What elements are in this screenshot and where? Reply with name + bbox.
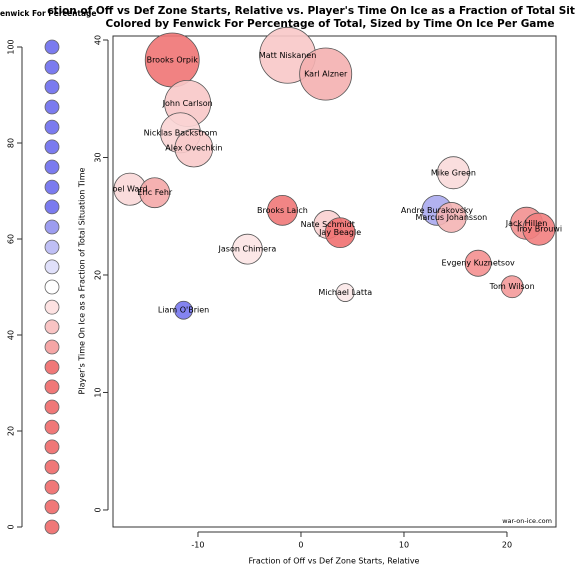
bubble bbox=[174, 300, 193, 320]
legend-swatch bbox=[44, 119, 60, 135]
chart-subtitle: Colored by Fenwick For Percentage of Tot… bbox=[106, 18, 555, 30]
legend-swatch bbox=[44, 339, 60, 355]
bubble bbox=[324, 217, 356, 249]
legend-swatch bbox=[44, 459, 60, 475]
legend-swatch bbox=[44, 139, 60, 155]
legend-swatch bbox=[44, 279, 60, 295]
point-label: Jack Hillen bbox=[505, 219, 548, 228]
legend-swatch bbox=[44, 299, 60, 315]
chart-title: ction of Off vs Def Zone Starts, Relativ… bbox=[47, 5, 575, 17]
point-label: Evgeny Kuznetsov bbox=[442, 259, 515, 268]
point-label: Tom Wilson bbox=[489, 282, 535, 291]
x-tick-label: 0 bbox=[298, 541, 303, 550]
x-tick-label: -10 bbox=[191, 541, 204, 550]
legend-swatch bbox=[44, 519, 60, 535]
y-tick-label: 30 bbox=[94, 152, 103, 162]
point-label: Liam O'Brien bbox=[158, 306, 209, 315]
legend-swatch bbox=[44, 39, 60, 55]
legend-swatch bbox=[44, 399, 60, 415]
bubble bbox=[335, 283, 355, 302]
legend-swatch bbox=[44, 179, 60, 195]
bubble bbox=[174, 128, 214, 168]
point-label: Jay Beagle bbox=[318, 228, 361, 237]
legend-swatch bbox=[44, 159, 60, 175]
point-label: Nate Schmidt bbox=[301, 220, 355, 229]
point-label: John Carlson bbox=[162, 99, 213, 108]
point-label: Nicklas Backstrom bbox=[144, 128, 218, 137]
legend-swatch bbox=[44, 219, 60, 235]
bubble bbox=[522, 212, 556, 246]
point-label: Brooks Orpik bbox=[147, 55, 199, 64]
bubble bbox=[299, 47, 353, 101]
bubble bbox=[435, 202, 467, 233]
point-label: Matt Niskanen bbox=[259, 51, 316, 60]
legend-tick-label: 60 bbox=[7, 234, 16, 244]
legend-tick-label: 40 bbox=[7, 330, 16, 340]
y-tick-label: 20 bbox=[94, 270, 103, 280]
legend-swatch bbox=[44, 479, 60, 495]
point-label: Brooks Laich bbox=[257, 206, 308, 215]
legend-swatch bbox=[44, 259, 60, 275]
watermark: war-on-ice.com bbox=[502, 517, 552, 525]
x-tick-label: 10 bbox=[399, 541, 409, 550]
y-tick-label: 0 bbox=[94, 507, 103, 512]
legend-tick-label: 20 bbox=[7, 426, 16, 436]
bubble bbox=[139, 177, 171, 209]
point-label: Karl Alzner bbox=[304, 70, 348, 79]
y-axis-label: Player's Time On Ice as a Fraction of To… bbox=[78, 167, 87, 394]
legend-swatch bbox=[44, 419, 60, 435]
bubble bbox=[500, 275, 524, 299]
legend-swatch bbox=[44, 199, 60, 215]
point-label: Marcus Johansson bbox=[416, 213, 488, 222]
legend-swatch bbox=[44, 439, 60, 455]
legend-tick-label: 100 bbox=[7, 39, 16, 54]
legend-swatch bbox=[44, 319, 60, 335]
point-label: Andre Burakovsky bbox=[401, 206, 473, 215]
y-tick-label: 10 bbox=[94, 387, 103, 397]
legend-title: enwick For Percentage bbox=[0, 9, 97, 18]
y-tick-label: 40 bbox=[94, 35, 103, 45]
legend-tick-label: 0 bbox=[7, 524, 16, 529]
x-axis-label: Fraction of Off vs Def Zone Starts, Rela… bbox=[249, 557, 420, 566]
bubble bbox=[267, 194, 298, 226]
legend-swatch bbox=[44, 239, 60, 255]
legend-swatch bbox=[44, 379, 60, 395]
x-tick-label: 20 bbox=[502, 541, 512, 550]
legend-swatch bbox=[44, 99, 60, 115]
bubble bbox=[436, 156, 470, 190]
legend-tick-label: 80 bbox=[7, 138, 16, 148]
point-label: Troy Brouwi bbox=[515, 225, 562, 234]
point-label: oel Ward bbox=[112, 185, 147, 194]
point-label: Jason Chimera bbox=[218, 245, 277, 254]
point-label: Michael Latta bbox=[318, 288, 372, 297]
legend-swatch bbox=[44, 59, 60, 75]
bubble bbox=[232, 233, 263, 265]
plot-frame bbox=[112, 35, 557, 528]
legend-swatch bbox=[44, 499, 60, 515]
legend-swatch bbox=[44, 79, 60, 95]
point-label: Alex Ovechkin bbox=[165, 144, 222, 153]
point-label: Eric Fehr bbox=[137, 188, 173, 197]
legend-swatch bbox=[44, 359, 60, 375]
point-label: Mike Green bbox=[431, 168, 476, 177]
bubble bbox=[464, 249, 492, 277]
